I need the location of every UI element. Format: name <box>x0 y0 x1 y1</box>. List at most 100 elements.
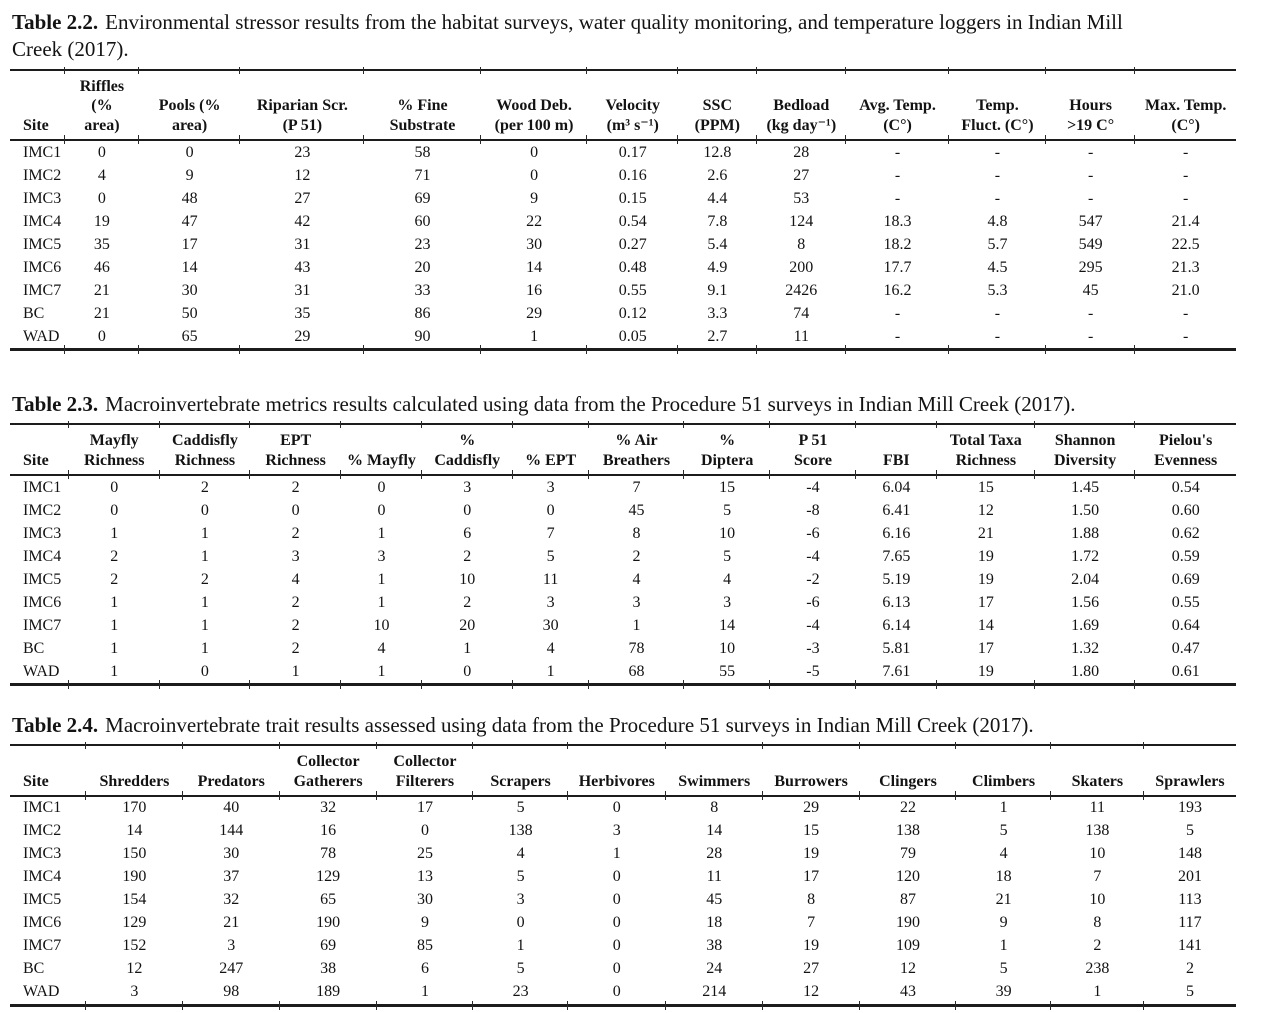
table-2-4-label: Table 2.4. <box>12 713 99 738</box>
table-cell: 1 <box>377 524 386 542</box>
table-cell: 138 <box>1085 822 1110 840</box>
table-cell: 201 <box>1177 868 1202 886</box>
table-cell: 17 <box>977 639 994 657</box>
table-cell: 5 <box>516 960 525 978</box>
table-cell: 129 <box>316 868 341 886</box>
table-cell: 9 <box>999 914 1008 932</box>
table-row: IMC4 19 47 42 60 22 0.54 7.8 124 18.3 4.8 547 21.4 <box>10 210 1236 233</box>
table-cell: 5 <box>999 822 1008 840</box>
column-header: % Caddisfly <box>420 420 513 478</box>
table-cell: 40 <box>223 799 240 817</box>
table-2-3-section: Table 2.3. Macroinvertebrate metrics resu… <box>10 391 1236 689</box>
table-cell: 1 <box>110 639 119 657</box>
column-header: % Diptera <box>683 420 771 478</box>
table-cell: 31 <box>294 235 311 253</box>
table-cell: 4.9 <box>707 258 728 276</box>
table-cell: 0 <box>566 981 666 1010</box>
table-cell: 98 <box>181 981 280 1010</box>
table-cell: 17 <box>977 593 994 611</box>
column-header: Avg. Temp. (C°) <box>845 65 950 144</box>
table-row: BC 21 50 35 86 29 0.12 3.3 74 - - - - <box>10 302 1236 325</box>
table-cell: - <box>1183 143 1189 161</box>
table-2-3-caption: Macroinvertebrate metrics results calcul… <box>105 392 1076 417</box>
table-cell: 18 <box>706 914 723 932</box>
table-row: IMC4 2 1 3 3 2 5 2 5 -4 7.65 19 1.72 0.59 <box>10 545 1236 568</box>
table-cell: 11 <box>755 325 846 354</box>
table-cell: 28 <box>706 845 723 863</box>
table-cell: 190 <box>316 914 341 932</box>
table-cell: 1 <box>200 616 209 634</box>
site-cell: WAD <box>23 983 60 1001</box>
table-cell: 150 <box>122 845 147 863</box>
table-cell: 0.54 <box>618 212 647 230</box>
table-cell: 55 <box>683 660 770 689</box>
table-cell: 0 <box>612 891 621 909</box>
table-cell: 68 <box>587 660 685 689</box>
table-cell: 0 <box>516 914 525 932</box>
table-cell: 1.50 <box>1071 501 1100 519</box>
site-cell: IMC5 <box>23 891 62 909</box>
table-cell: - <box>994 304 1001 322</box>
document-page: Table 2.2. Environmental stressor results… <box>10 10 1236 1010</box>
table-cell: 71 <box>414 166 431 184</box>
table-cell: 7.61 <box>854 660 937 689</box>
table-cell: 0 <box>420 822 429 840</box>
table-cell: 45 <box>706 891 723 909</box>
table-cell: 21 <box>977 524 994 542</box>
table-2-3-title: Table 2.3. Macroinvertebrate metrics resu… <box>12 391 1236 418</box>
table-cell: 4 <box>377 639 386 657</box>
table-cell: 3 <box>612 822 621 840</box>
table-cell: 144 <box>219 822 244 840</box>
table-cell: 1.88 <box>1071 524 1100 542</box>
table-cell: 16.2 <box>883 281 912 299</box>
column-header: Riparian Scr. (P 51) <box>239 65 365 144</box>
table-cell: 7 <box>632 478 641 496</box>
column-header: Wood Deb. (per 100 m) <box>479 65 588 144</box>
macroinvertebrate-traits-table: Site Shredders Predators Collector Gatherer… <box>10 741 1236 1010</box>
table-cell: 43 <box>858 981 957 1010</box>
table-cell: 247 <box>219 960 244 978</box>
column-header: Collector Filterers <box>375 741 474 799</box>
table-cell: 193 <box>1177 799 1202 817</box>
table-cell: -3 <box>806 639 820 657</box>
column-header: Collector Gatherers <box>278 741 377 799</box>
table-cell: 190 <box>122 868 147 886</box>
table-row: IMC3 1 1 2 1 6 7 8 10 -6 6.16 21 1.88 0.62 <box>10 522 1236 545</box>
table-cell: 5 <box>516 799 525 817</box>
table-row: IMC5 35 17 31 23 30 0.27 5.4 8 18.2 5.7 549 22.5 <box>10 233 1236 256</box>
table-cell: 547 <box>1078 212 1103 230</box>
table-cell: 2.04 <box>1071 570 1100 588</box>
table-cell: 1 <box>110 593 119 611</box>
table-cell: 1 <box>516 937 525 955</box>
table-cell: 53 <box>793 189 810 207</box>
column-header: Burrowers <box>761 741 860 799</box>
table-cell: 85 <box>416 937 433 955</box>
table-cell: 1 <box>612 845 621 863</box>
table-cell: 1 <box>999 799 1008 817</box>
table-cell: 238 <box>1085 960 1110 978</box>
table-cell: 0.61 <box>1134 660 1236 689</box>
column-header: Herbivores <box>566 741 666 799</box>
table-cell: 16 <box>320 822 337 840</box>
environmental-stressor-table: Site Riffles (% area) Pools (% area) Ripari… <box>10 65 1236 354</box>
table-cell: 5.81 <box>882 639 911 657</box>
table-cell: 42 <box>294 212 311 230</box>
table-cell: 154 <box>122 891 147 909</box>
table-cell: 45 <box>628 501 645 519</box>
table-cell: 3 <box>546 593 555 611</box>
column-header: Scrapers <box>472 741 568 799</box>
table-cell: 35 <box>93 235 110 253</box>
table-cell: - <box>1044 325 1135 354</box>
table-cell: 2 <box>291 478 300 496</box>
table-cell: 0 <box>463 501 472 519</box>
table-cell: 2 <box>200 478 209 496</box>
table-cell: 6.41 <box>882 501 911 519</box>
table-cell: 0 <box>377 501 386 519</box>
column-header: % EPT <box>511 420 589 478</box>
table-cell: 6 <box>463 524 472 542</box>
table-cell: 86 <box>414 304 431 322</box>
table-cell: 17.7 <box>883 258 912 276</box>
table-cell: 10 <box>1089 845 1106 863</box>
table-cell: 5.19 <box>882 570 911 588</box>
column-header: Mayfly Richness <box>67 420 160 478</box>
